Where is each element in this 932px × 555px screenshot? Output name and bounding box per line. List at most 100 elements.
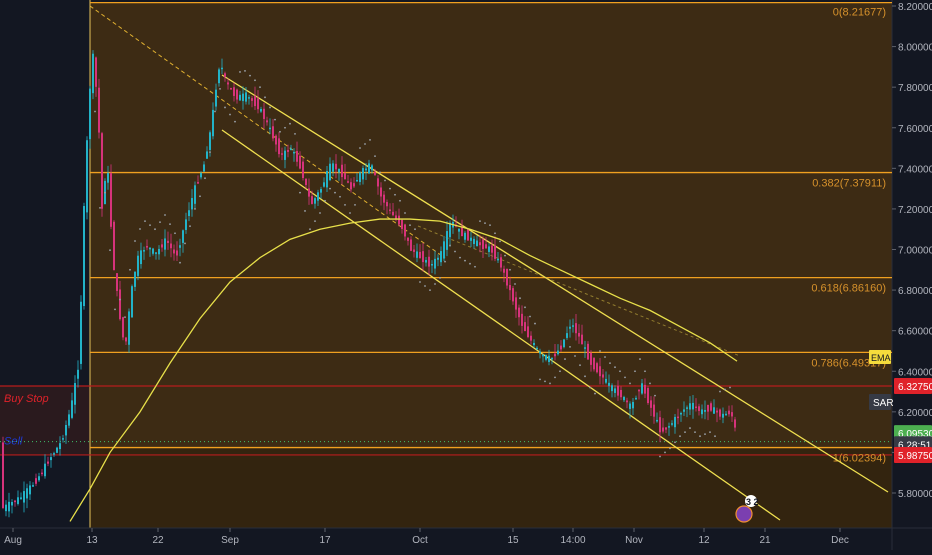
sar-dot [724,388,726,391]
candle-body [155,252,157,254]
candle-body [8,501,10,512]
candle-body [440,251,442,263]
candle-body [86,140,88,213]
sar-dot [564,358,566,360]
candle-body [647,388,649,404]
candle-body [722,413,724,418]
candle-body [164,238,166,250]
y-tick-label-2: 6.20000 [898,408,932,419]
candle-body [362,168,364,180]
x-tick-label-1: 13 [86,535,98,546]
candle-body [215,89,217,107]
sar-dot [489,224,491,227]
candle-body [368,163,370,174]
candle-body [344,173,346,180]
candle-body [653,404,655,417]
sar-dot [219,87,221,90]
sar-dot [459,256,461,259]
sar-dot [524,306,526,309]
x-tick-label-8: Nov [625,535,643,546]
sar-dot [549,382,551,385]
candles [2,50,736,518]
candle-body [728,410,730,415]
sar-dot [654,394,656,397]
sar-dot [114,308,116,311]
candle-body [101,133,103,209]
y-tick-label-0: 5.80000 [898,489,932,500]
candle-body [530,335,532,341]
candle-body [62,438,64,440]
sar-dot [474,265,476,268]
candle-body [143,250,145,252]
sar-dot [689,427,691,429]
x-tick-label-3: Sep [221,535,239,546]
candle-body [548,355,550,362]
candle-body [521,313,523,326]
candle-body [326,170,328,188]
sar-dot [279,130,281,133]
sar-dot [399,199,401,202]
candle-body [698,406,700,411]
sar-dot [319,212,321,214]
candle-body [257,98,259,110]
candle-body [41,472,43,475]
candle-body [668,426,670,428]
candle-body [218,69,220,84]
candle-body [593,358,595,370]
candle-body [278,138,280,155]
sar-dot [224,106,226,109]
candle-body [161,244,163,248]
sar-dot [234,120,236,123]
x-tick-label-5: Oct [412,535,428,546]
candle-body [695,406,697,409]
y-tick-label-3: 6.40000 [898,367,932,378]
candle-body [53,453,55,455]
sar-dot [719,390,721,393]
candle-body [533,342,535,346]
sar-dot [389,187,391,190]
sar-dot [589,386,591,389]
candle-body [563,339,565,348]
y-tick-label-7: 7.20000 [898,205,932,216]
candle-body [29,485,31,495]
y-tick-label-8: 7.40000 [898,164,932,175]
ema-badge [869,350,891,364]
sar-dot [619,370,621,373]
candle-body [572,325,574,327]
candle-body [341,164,343,178]
candle-body [179,245,181,248]
candle-body [305,178,307,186]
candle-body [473,238,475,244]
candle-body [713,407,715,414]
candle-body [716,410,718,413]
sar-dot [704,433,706,436]
price-label-box-0 [894,377,932,394]
buy-stop-label: Buy Stop [4,393,49,405]
sar-dot [209,151,211,154]
candle-body [209,132,211,150]
candle-body [551,357,553,360]
candle-body [95,57,97,87]
sar-dot [669,447,671,450]
candle-body [32,485,34,487]
candle-body [623,396,625,401]
candle-body [476,240,478,247]
candle-body [449,222,451,238]
sar-dot [429,289,431,291]
sar-dot [529,315,531,318]
candle-body [224,73,226,77]
sar-dot [159,221,161,224]
sar-dot [464,259,466,262]
candle-body [302,161,304,179]
candle-body [566,333,568,338]
sar-dot [679,435,681,438]
candle-body [674,416,676,428]
sar-dot [579,364,581,367]
price-label-0: 6.32750 [898,382,932,393]
sar-dot [424,285,426,287]
sar-dot [304,210,306,212]
sar-dot [369,139,371,141]
candle-body [569,326,571,329]
